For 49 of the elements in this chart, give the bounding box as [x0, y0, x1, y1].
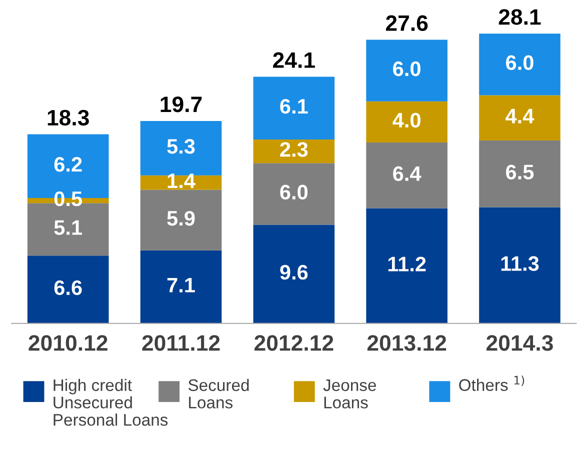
x-tick-label: 2011.12 [142, 335, 220, 351]
data-label: 11.3 [501, 256, 539, 271]
bar [366, 142, 448, 208]
bar [366, 208, 448, 324]
bar [140, 120, 222, 176]
bar [479, 207, 560, 324]
data-label: 4.0 [392, 112, 420, 128]
legend-label: Jeonse Loans [323, 379, 376, 408]
bar [253, 224, 335, 324]
data-label: 6.0 [280, 184, 308, 200]
legend-label: Secured Loans [188, 378, 249, 408]
data-label: 5.1 [54, 220, 82, 235]
bar [27, 256, 109, 324]
data-label: 2.3 [280, 142, 308, 157]
data-label: 6.0 [506, 55, 534, 70]
data-label: 6.4 [393, 166, 422, 182]
bar [479, 140, 560, 208]
total-label: 27.6 [386, 15, 428, 32]
bar [140, 250, 222, 324]
total-label: 18.3 [48, 110, 89, 126]
total-label: 19.7 [160, 96, 202, 112]
data-label: 6.2 [54, 157, 82, 172]
bar [479, 34, 560, 96]
data-label: 6.5 [506, 164, 534, 180]
data-label: 6.6 [54, 280, 82, 296]
total-label: 28.1 [498, 9, 541, 25]
bar [366, 101, 448, 143]
data-label: 6.0 [393, 61, 420, 76]
data-label: 5.9 [167, 210, 195, 226]
bar [253, 163, 335, 225]
total-label: 24.1 [273, 52, 315, 68]
bar [479, 95, 560, 140]
legend-label: High credit Unsecured Personal Loans [54, 378, 168, 426]
legend-label: Others $^{1)}$ [459, 376, 524, 391]
data-label: 6.1 [280, 98, 308, 114]
data-label: 9.6 [280, 264, 308, 280]
bar [253, 139, 335, 164]
data-label: 11.2 [388, 256, 426, 272]
x-tick-label: 2014.3 [486, 335, 553, 351]
data-label: 1.4 [168, 174, 196, 188]
bar [366, 40, 448, 102]
data-label: 4.4 [506, 108, 534, 124]
x-tick-label: 2013.12 [367, 335, 446, 351]
bar [140, 190, 222, 250]
x-tick-label: 2012.12 [254, 335, 334, 351]
data-label: 5.3 [167, 139, 195, 154]
bar [253, 76, 335, 140]
data-label: 7.1 [167, 278, 195, 292]
x-tick-label: 2010.12 [28, 335, 108, 351]
